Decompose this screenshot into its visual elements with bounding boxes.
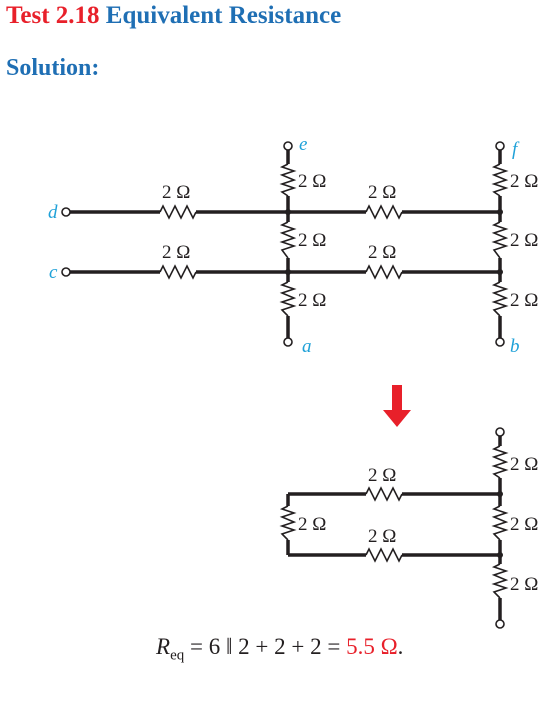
terminal-top [495, 427, 505, 437]
resistor-value-label: 2 Ω [510, 230, 538, 251]
resistor-d-left [159, 204, 197, 220]
formula-end: . [397, 634, 404, 659]
equivalent-resistance-formula: Req = 6 ‖ 2 + 2 + 2 = 5.5 Ω. [156, 634, 403, 665]
resistor-f-middle [491, 221, 509, 259]
resistor-value-label: 2 Ω [368, 526, 396, 547]
junction-dot [497, 552, 503, 558]
node-label-a: a [302, 336, 312, 357]
test-number: Test 2.18 [6, 2, 100, 29]
resistor-value-label: 2 Ω [298, 171, 326, 192]
node-label-f: f [512, 139, 520, 160]
node-label-b: b [510, 336, 520, 357]
page-title: Test 2.18 Equivalent Resistance [6, 2, 341, 30]
resistor-c-left [159, 264, 197, 280]
arrow-down-icon [383, 385, 411, 427]
resistor-d-right [365, 204, 403, 220]
terminal-f [495, 141, 505, 151]
test-title: Equivalent Resistance [105, 2, 342, 29]
resistor-e-top [279, 163, 297, 197]
resistor-value-label: 2 Ω [298, 290, 326, 311]
node-label-e: e [299, 134, 307, 155]
resistor-e-middle [279, 221, 297, 259]
junction-dot [285, 209, 291, 215]
resistor-value-label: 2 Ω [510, 454, 538, 475]
terminal-bottom [495, 619, 505, 629]
resistor-value-label: 2 Ω [510, 290, 538, 311]
resistor-value-label: 2 Ω [510, 171, 538, 192]
simplified-circuit: 2 Ω 2 Ω 2 Ω 2 Ω 2 Ω 2 Ω [279, 427, 538, 629]
node-label-c: c [49, 262, 58, 283]
terminal-a [283, 337, 293, 347]
resistor-e-bottom [279, 281, 297, 317]
resistor-value-label: 2 Ω [510, 574, 538, 595]
resistor-value-label: 2 Ω [298, 514, 326, 535]
terminal-c [61, 267, 71, 277]
junction-dot [285, 269, 291, 275]
solution-heading: Solution: [6, 55, 100, 81]
resistor-value-label: 2 Ω [368, 242, 396, 263]
resistor-right-top [491, 445, 509, 479]
resistor-value-label: 2 Ω [162, 242, 190, 263]
node-label-d: d [48, 202, 58, 223]
resistor-right-bottom [491, 563, 509, 599]
formula-result: 5.5 Ω [346, 634, 398, 659]
terminal-d [61, 207, 71, 217]
resistor-left-vertical [279, 505, 297, 541]
resistor-value-label: 2 Ω [368, 465, 396, 486]
resistor-bottom-series [365, 547, 403, 563]
resistor-value-label: 2 Ω [510, 514, 538, 535]
formula-subscript: eq [170, 647, 185, 664]
terminal-b [495, 337, 505, 347]
terminal-e [283, 141, 293, 151]
resistor-f-bottom [491, 281, 509, 317]
resistor-right-middle [491, 505, 509, 541]
formula-symbol: R [156, 634, 171, 659]
formula-expression: = 6 ‖ 2 + 2 + 2 = [184, 634, 347, 659]
resistor-f-top [491, 163, 509, 197]
junction-dot [497, 491, 503, 497]
resistor-top-series [365, 486, 403, 502]
resistor-value-label: 2 Ω [298, 230, 326, 251]
resistor-value-label: 2 Ω [368, 182, 396, 203]
resistor-c-right [365, 264, 403, 280]
original-circuit: d c e f a b 2 Ω 2 Ω 2 Ω 2 Ω 2 Ω 2 Ω 2 Ω … [48, 134, 538, 357]
junction-dot [497, 269, 503, 275]
junction-dot [497, 209, 503, 215]
resistor-value-label: 2 Ω [162, 182, 190, 203]
